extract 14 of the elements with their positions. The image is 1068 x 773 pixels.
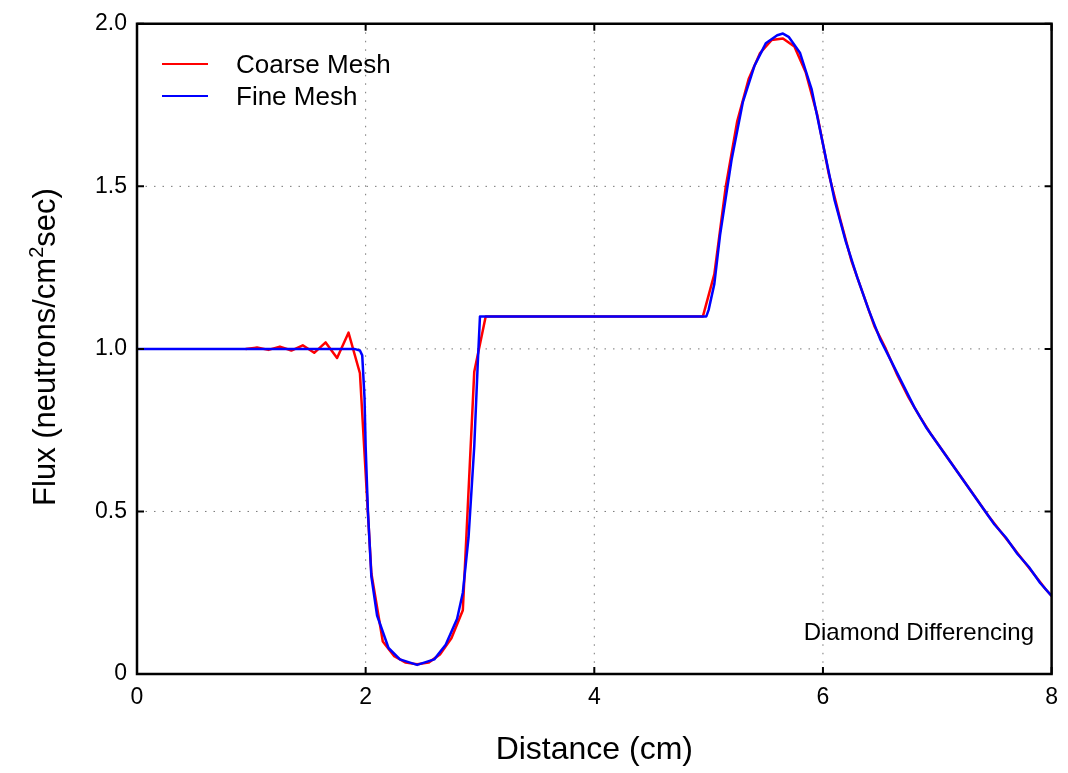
x-tick-label: 6: [816, 683, 830, 710]
x-tick-label: 4: [587, 683, 601, 710]
legend-label: Coarse Mesh: [236, 48, 391, 80]
x-tick-label: 8: [1045, 683, 1058, 710]
annotation: Diamond Differencing: [803, 618, 1034, 646]
x-tick-label: 2: [359, 683, 373, 710]
y-tick-label: 0.5: [95, 496, 127, 523]
y-tick-label: 0: [114, 659, 127, 686]
x-tick-label: 0: [130, 683, 144, 710]
x-axis-title: Distance (cm): [495, 729, 693, 766]
y-tick-label: 2.0: [95, 9, 127, 36]
legend-label: Fine Mesh: [236, 80, 358, 112]
y-tick-label: 1.5: [95, 171, 127, 198]
y-tick-label: 1.0: [95, 334, 127, 361]
